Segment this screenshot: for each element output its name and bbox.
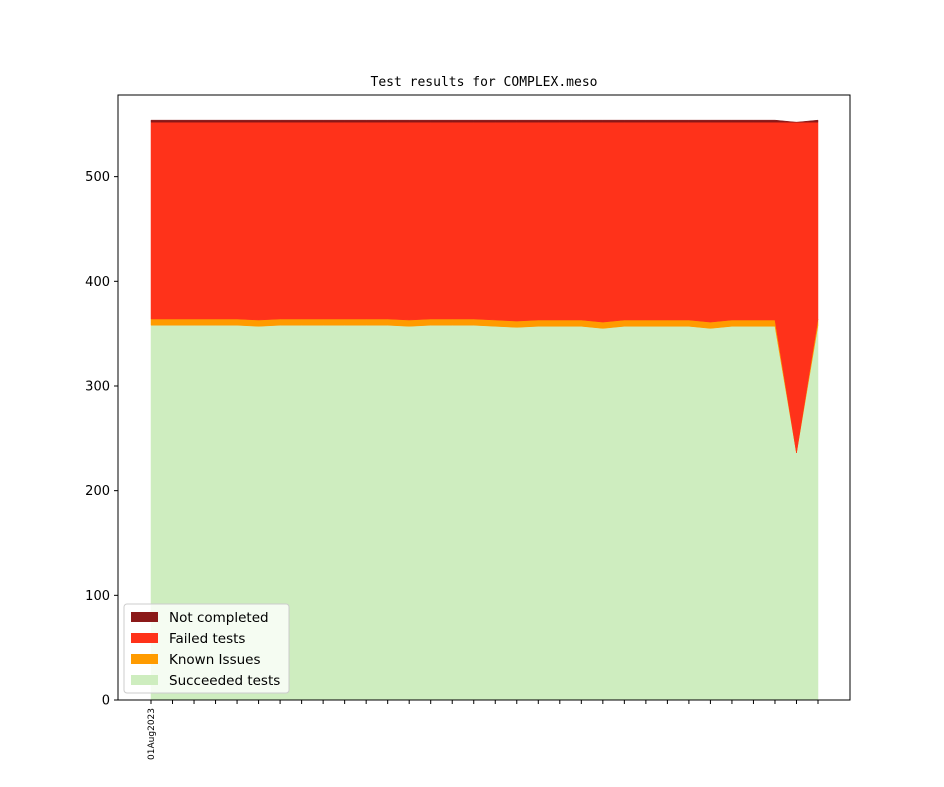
x-axis: 01Aug2023: [147, 700, 819, 760]
legend-box: [123, 603, 290, 694]
legend: Not completed Failed tests Known Issues Suc…: [123, 603, 290, 694]
plot-frame: [117, 94, 851, 701]
y-tick-label: 500: [85, 170, 110, 185]
y-tick-label: 100: [85, 589, 110, 604]
legend-label-known-issues: Known Issues: [169, 652, 261, 668]
y-axis: 0 100 200 300 400 500: [85, 170, 118, 709]
legend-swatch-not-completed: [131, 612, 158, 622]
legend-label-succeeded-tests: Succeeded tests: [169, 673, 280, 689]
x-tick-label: 01Aug2023: [147, 708, 157, 760]
legend-label-not-completed: Not completed: [169, 610, 269, 626]
legend-label-failed-tests: Failed tests: [169, 631, 245, 647]
legend-swatch-failed-tests: [131, 633, 158, 643]
y-tick-label: 0: [102, 694, 110, 709]
y-tick-label: 300: [85, 379, 110, 394]
legend-swatch-succeeded-tests: [131, 675, 158, 685]
chart-title: Test results for COMPLEX.meso: [371, 75, 598, 90]
y-tick-label: 400: [85, 275, 110, 290]
plot-areas: [150, 119, 819, 701]
y-tick-label: 200: [85, 484, 110, 499]
legend-swatch-known-issues: [131, 654, 158, 664]
area-not-completed: [150, 119, 819, 123]
